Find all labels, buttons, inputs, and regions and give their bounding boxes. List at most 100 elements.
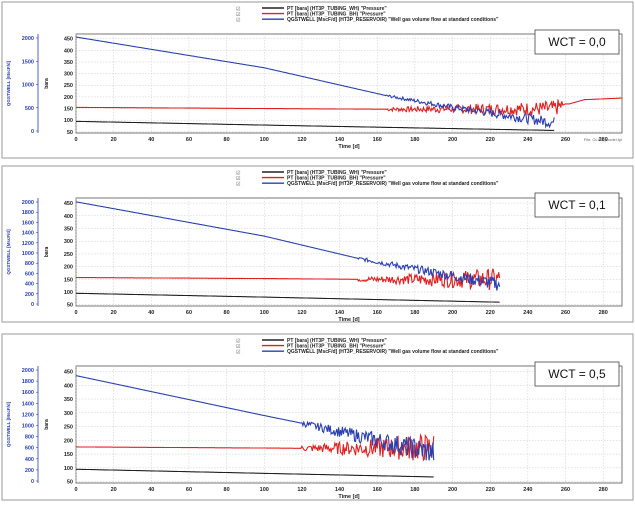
legend: ☑ PT [bara] (HT3P_TUBING_WH) "Pressure" ☑ P… (236, 170, 499, 188)
series-line-1 (75, 468, 434, 478)
gas-rate-tick-label: 1600 (22, 390, 34, 396)
pressure-tick-label: 400 (64, 214, 73, 220)
x-tick-label: 160 (373, 137, 382, 143)
grid (75, 34, 622, 133)
x-tick-label: 120 (297, 310, 306, 316)
x-tick-label: 20 (111, 310, 117, 316)
x-tick-label: 60 (186, 137, 192, 143)
x-tick-label: 0 (74, 137, 77, 143)
wct-box (534, 361, 620, 387)
gas-rate-tick-label: 0 (31, 302, 34, 308)
pressure-tick-label: 200 (64, 95, 73, 101)
grid (75, 366, 622, 483)
series-lines (75, 375, 435, 478)
x-tick-label: 200 (448, 487, 457, 493)
x-tick-label: 280 (599, 487, 608, 493)
x-tick-label: 260 (561, 137, 570, 143)
x-tick-label: 240 (523, 137, 532, 143)
x-tick-label: 260 (561, 310, 570, 316)
x-tick-labels: 0 20 40 60 80 100 120 140 160 180 200 220 240 260 280 (74, 310, 607, 316)
wct-label: WCT = 0,0 (548, 35, 606, 49)
x-tick-label: 20 (111, 487, 117, 493)
series-line-2 (76, 97, 622, 118)
x-tick-label: 180 (410, 487, 419, 493)
wct-annotation: WCT = 0,5 (534, 361, 620, 387)
pressure-tick-label: 450 (64, 370, 73, 376)
series-line-2 (76, 268, 501, 291)
x-axis-label: Time [d] (338, 144, 359, 150)
x-tick-label: 220 (486, 487, 495, 493)
pressure-tick-label: 150 (64, 107, 73, 113)
pressure-tick-labels: 450 400 350 300 250 200 150 100 50 (64, 370, 73, 486)
gas-rate-tick-label: 1400 (22, 401, 34, 407)
pressure-tick-label: 100 (64, 118, 73, 124)
legend-checkbox-icon: ☑ (236, 350, 241, 356)
x-tick-label: 20 (111, 137, 117, 143)
gas-rate-tick-label: 1200 (22, 412, 34, 418)
x-tick-label: 80 (224, 310, 230, 316)
x-axis-label: Time [d] (338, 317, 359, 323)
pressure-axis-label: bara (44, 419, 50, 430)
x-tick-label: 280 (599, 310, 608, 316)
gas-rate-tick-label: 0 (31, 479, 34, 485)
pressure-tick-label: 350 (64, 226, 73, 232)
x-tick-label: 100 (260, 310, 269, 316)
series-line-3 (75, 201, 501, 291)
gas-rate-tick-label: 800 (25, 261, 34, 267)
x-tick-label: 120 (297, 137, 306, 143)
legend-checkbox-icon: ☑ (236, 12, 241, 18)
pressure-tick-label: 250 (64, 83, 73, 89)
x-tick-label: 80 (224, 487, 230, 493)
x-tick-label: 100 (260, 137, 269, 143)
legend-label: PT [bara] (HT3P_TUBING_WH) "Pressure" (287, 338, 387, 344)
gas-rate-tick-label: 1000 (22, 83, 34, 89)
x-tick-label: 80 (224, 137, 230, 143)
x-tick-label: 40 (148, 310, 154, 316)
x-tick-label: 40 (148, 137, 154, 143)
pressure-tick-label: 100 (64, 466, 73, 472)
gas-rate-tick-label: 400 (25, 282, 34, 288)
gas-rate-tick-label: 1000 (22, 251, 34, 257)
series-line-1 (76, 292, 500, 303)
pressure-tick-label: 250 (64, 252, 73, 258)
pressure-tick-label: 150 (64, 277, 73, 283)
pressure-tick-label: 100 (64, 290, 73, 296)
x-tick-label: 140 (335, 487, 344, 493)
wct-label: WCT = 0,5 (548, 367, 606, 381)
pressure-tick-labels: 450 400 350 300 250 200 150 100 50 (64, 201, 73, 309)
gas-rate-tick-label: 1400 (22, 231, 34, 237)
legend-label: PT [bara] (HT3P_TUBING_BH) "Pressure" (287, 344, 386, 350)
pressure-axis-label: bara (44, 247, 50, 258)
chart-panel-1: ☑ PT [bara] (HT3P_TUBING_WH) "Pressure" ☑ P… (1, 1, 634, 159)
x-tick-label: 280 (599, 137, 608, 143)
legend-label: QGSTWELL [MscF/d] (HT3P_RESERVOIR) "Well… (287, 17, 499, 23)
gas-rate-tick-label: 0 (31, 129, 34, 135)
legend-checkbox-icon: ☑ (236, 7, 241, 13)
x-tick-label: 60 (186, 487, 192, 493)
footnote: File: OLGA_model.tpl (584, 137, 622, 142)
x-tick-label: 0 (74, 310, 77, 316)
x-tick-label: 220 (486, 137, 495, 143)
wct-box (534, 29, 620, 55)
gas-rate-tick-label: 1600 (22, 220, 34, 226)
grid (75, 198, 622, 306)
x-tick-labels: 0 20 40 60 80 100 120 140 160 180 200 220 240 260 280 (74, 137, 607, 143)
gas-rate-axis-label: QGSTWELL [MscF/d] (6, 229, 11, 275)
x-axis-label: Time [d] (338, 494, 359, 500)
x-tick-label: 140 (335, 137, 344, 143)
gas-rate-tick-label: 200 (25, 292, 34, 298)
gas-rate-tick-label: 1200 (22, 241, 34, 247)
x-tick-label: 260 (561, 487, 570, 493)
pressure-tick-label: 50 (67, 130, 73, 136)
chart-panel-3: ☑ PT [bara] (HT3P_TUBING_WH) "Pressure" ☑ P… (1, 333, 634, 501)
series-lines (75, 201, 501, 303)
x-tick-label: 200 (448, 310, 457, 316)
pressure-tick-label: 200 (64, 265, 73, 271)
gas-rate-tick-label: 500 (25, 106, 34, 112)
legend-checkbox-icon: ☑ (236, 182, 241, 188)
pressure-axis-label: bara (44, 78, 50, 89)
legend-label: PT [bara] (HT3P_TUBING_BH) "Pressure" (287, 12, 386, 18)
gas-rate-axis-label: QGSTWELL [MscF/d] (6, 401, 11, 447)
pressure-tick-label: 400 (64, 48, 73, 54)
